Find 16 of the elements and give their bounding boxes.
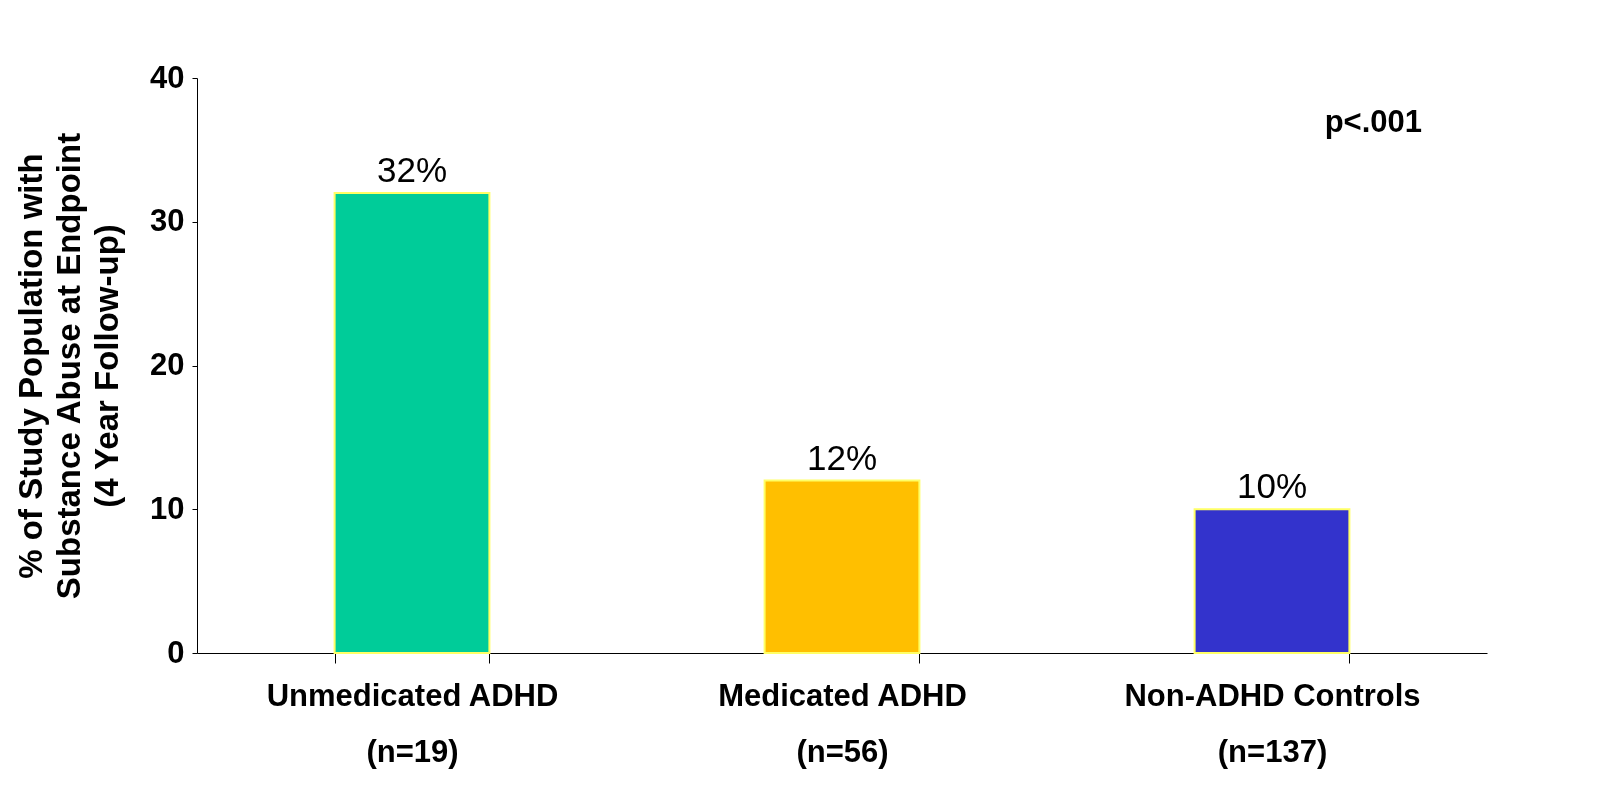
bar bbox=[333, 192, 491, 654]
x-tick-label: Non-ADHD Controls (n=137) bbox=[1124, 677, 1421, 769]
y-axis-title: % of Study Population with Substance Abuse at Endpoint (4 Year Follow-up) bbox=[12, 132, 126, 600]
y-tick-label: 10 bbox=[150, 490, 185, 526]
x-tick-label: Medicated ADHD (n=56) bbox=[718, 677, 967, 769]
bar bbox=[763, 479, 921, 654]
annotation: p<.001 bbox=[1324, 104, 1422, 139]
data-label: 12% bbox=[806, 437, 878, 477]
y-tick-label: 30 bbox=[150, 203, 185, 239]
bar bbox=[1193, 508, 1351, 654]
x-tick-label: Unmedicated ADHD (n=19) bbox=[266, 677, 559, 769]
data-label: 32% bbox=[376, 150, 448, 189]
data-label: 10% bbox=[1236, 466, 1308, 506]
y-tick-label: 0 bbox=[167, 634, 185, 670]
y-tick-label: 20 bbox=[150, 347, 185, 382]
y-tick-label: 40 bbox=[150, 59, 185, 95]
